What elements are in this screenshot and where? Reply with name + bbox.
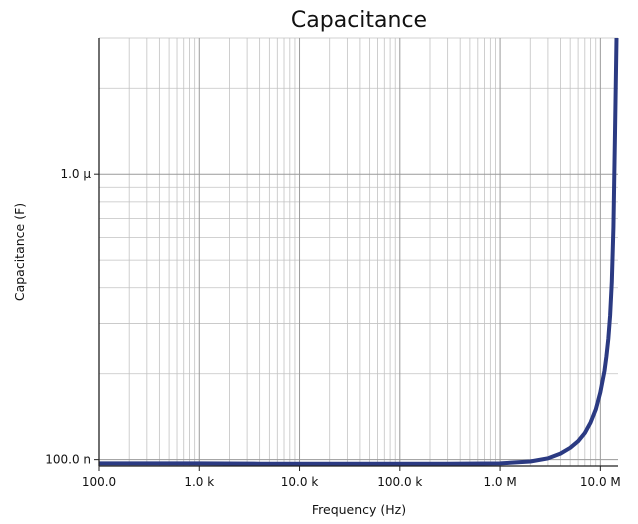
minor-gridlines: [99, 37, 618, 466]
chart-title: Capacitance: [291, 8, 427, 33]
x-tick-label: 1.0 k: [184, 475, 214, 489]
capacitance-series-line: [99, 37, 619, 466]
x-tick-label: 10.0 k: [281, 475, 319, 489]
y-tick-label: 100.0 n: [45, 453, 91, 467]
y-axis-ticks: 100.0 n 1.0 µ: [45, 167, 99, 467]
x-axis-label: Frequency (Hz): [312, 502, 406, 517]
y-axis-label: Capacitance (F): [12, 203, 27, 301]
x-tick-label: 100.0 k: [377, 475, 422, 489]
x-tick-label: 10.0 M: [580, 475, 621, 489]
x-tick-label: 1.0 M: [483, 475, 516, 489]
x-tick-label: 100.0: [82, 475, 116, 489]
plot-series: [99, 37, 619, 466]
x-axis-ticks: 100.0 1.0 k 10.0 k 100.0 k 1.0 M 10.0 M: [82, 466, 621, 489]
y-tick-label: 1.0 µ: [60, 167, 91, 181]
